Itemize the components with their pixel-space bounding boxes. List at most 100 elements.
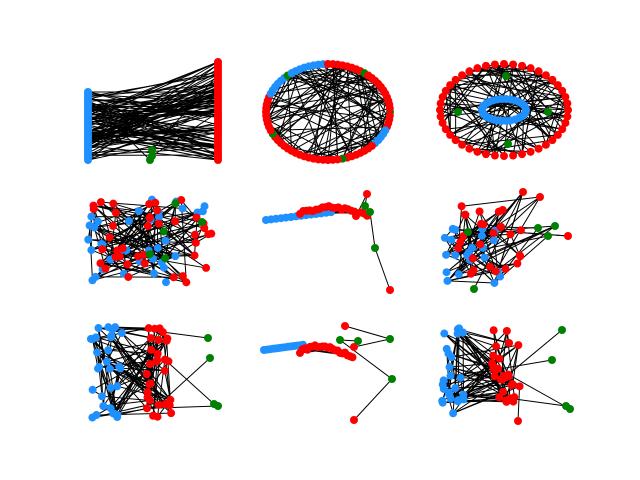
graph-node [541, 71, 550, 80]
graph-node [515, 382, 524, 391]
graph-node [202, 263, 211, 272]
random-panel [84, 195, 216, 287]
graph-node [354, 337, 362, 345]
graph-node [489, 229, 498, 238]
graph-edge [463, 342, 510, 400]
graph-node [506, 230, 515, 239]
graph-edge [161, 233, 212, 263]
graph-edge [158, 216, 195, 256]
graph-edge [450, 357, 459, 401]
graph-edge [96, 352, 114, 414]
graph-node [87, 212, 96, 221]
graph-edge [87, 93, 219, 103]
graph-edge [266, 65, 348, 120]
graph-edge [473, 191, 524, 290]
graph-edge [123, 227, 205, 275]
graph-node [453, 397, 462, 406]
graph-node [558, 326, 566, 334]
graph-node [475, 207, 484, 216]
graph-edge [440, 102, 563, 130]
graph-node [341, 322, 349, 330]
graph-node [91, 333, 100, 342]
graph-edge [165, 240, 207, 269]
graph-edge [283, 96, 388, 147]
graph-node [561, 118, 570, 127]
graph-node [149, 411, 158, 420]
graph-node [159, 227, 168, 236]
graph-edge [295, 70, 389, 102]
graph-node [495, 354, 504, 363]
spring-2-nodes [438, 324, 574, 425]
spectral-2-panel [260, 322, 396, 424]
graph-node [534, 224, 542, 232]
graph-node [477, 231, 486, 240]
graph-edge [455, 229, 494, 234]
graph-edge [444, 333, 494, 357]
graph-node [104, 346, 113, 355]
graph-node [134, 207, 143, 216]
graph-node [84, 156, 92, 164]
graph-edge [521, 71, 540, 104]
graph-node [167, 409, 176, 418]
graph-edge [455, 139, 523, 155]
graph-node [454, 270, 463, 279]
graph-node [468, 254, 477, 263]
graph-node [115, 362, 124, 371]
graph-node [111, 323, 120, 332]
graph-node [171, 252, 180, 261]
graph-node [458, 71, 467, 80]
graph-node [440, 233, 449, 242]
graph-edge [87, 64, 219, 147]
graph-node [151, 198, 160, 207]
graph-edge [496, 359, 553, 370]
graph-node [490, 151, 499, 160]
graph-edge [93, 205, 145, 256]
graph-node [553, 81, 562, 90]
graph-node [544, 108, 552, 116]
graph-node [455, 324, 464, 333]
graph-node [459, 390, 468, 399]
graph-edge [512, 103, 523, 156]
graph-edge [308, 65, 388, 128]
graph-node [541, 140, 550, 149]
graph-edge [449, 98, 507, 136]
graph-node [145, 250, 154, 259]
graph-node [480, 253, 489, 262]
graph-node [526, 147, 535, 156]
graph-node [178, 272, 187, 281]
graph-edge [502, 329, 563, 380]
graph-node [501, 264, 510, 273]
graph-node [206, 354, 214, 362]
graph-edge [92, 254, 144, 281]
graph-edge [117, 385, 171, 401]
graph-node [143, 404, 152, 413]
graph-node [94, 324, 103, 333]
graph-edge [492, 63, 505, 101]
graph-node [551, 222, 559, 230]
graph-node [509, 151, 518, 160]
spring-nodes [440, 188, 572, 293]
spring-2-panel [438, 324, 574, 425]
graph-node [134, 252, 143, 261]
random-nodes [84, 195, 216, 287]
graph-edge [521, 71, 540, 155]
graph-node [145, 396, 154, 405]
graph-edge [121, 332, 171, 401]
graph-node [88, 413, 97, 422]
graph-edge [374, 80, 384, 134]
graph-edge [110, 335, 171, 401]
graph-node [548, 136, 557, 145]
graph-node [109, 199, 118, 208]
graph-node [564, 232, 572, 240]
graph-node [113, 382, 122, 391]
graph-node [386, 286, 394, 294]
graph-node [438, 380, 447, 389]
graph-node [160, 400, 169, 409]
graph-edge [469, 79, 553, 150]
graph-edge [496, 369, 511, 399]
graph-node [124, 217, 133, 226]
graph-edge [374, 247, 391, 291]
graph-node [154, 219, 163, 228]
spectral-2-nodes [260, 322, 396, 424]
